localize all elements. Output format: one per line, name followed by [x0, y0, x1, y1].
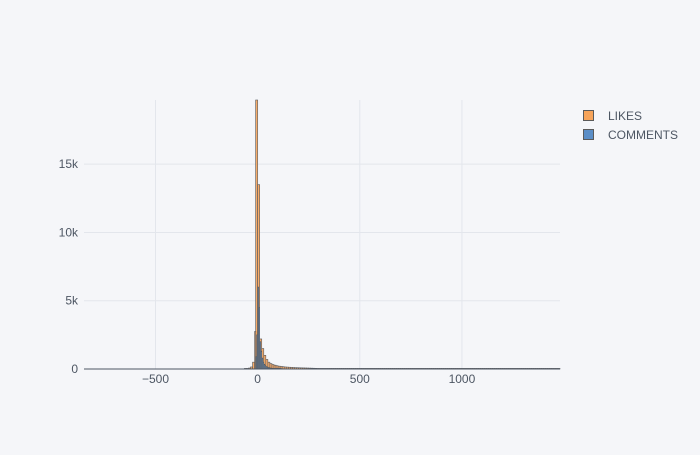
histogram-bar-likes[interactable]: [255, 99, 258, 370]
y-tick-label: 0: [71, 362, 78, 376]
x-tick-label: 0: [254, 372, 261, 386]
legend-item-likes[interactable]: LIKES: [583, 106, 678, 125]
grid-layer: [84, 100, 560, 369]
y-tick-label: 15k: [59, 157, 79, 171]
legend-swatch-likes: [583, 110, 594, 121]
x-tick-label: 1000: [449, 372, 476, 386]
x-tick-label: −500: [142, 372, 169, 386]
y-tick-label: 10k: [59, 225, 79, 239]
axis-layer: −500 0 500 1000 0 5k 10k 15k: [59, 157, 560, 386]
bars-layer: [244, 99, 561, 370]
series-likes: [244, 99, 561, 370]
legend-item-comments[interactable]: COMMENTS: [583, 125, 678, 144]
legend-label-comments: COMMENTS: [608, 127, 678, 142]
y-tick-label: 5k: [65, 294, 79, 308]
histogram-bar-likes[interactable]: [252, 361, 255, 370]
legend[interactable]: LIKES COMMENTS: [583, 106, 678, 144]
legend-swatch-comments: [583, 129, 594, 140]
x-tick-label: 500: [350, 372, 370, 386]
legend-label-likes: LIKES: [608, 108, 643, 123]
